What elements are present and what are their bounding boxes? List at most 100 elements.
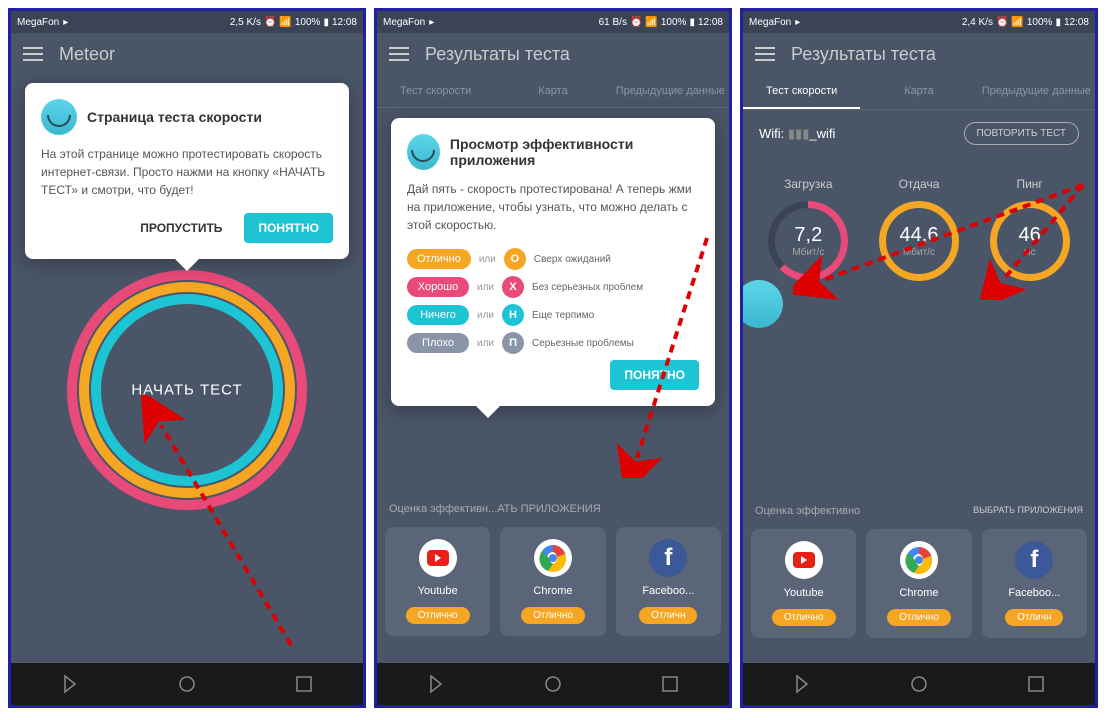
metric-gauge: 44,6 Мбит/с	[879, 201, 959, 281]
tabs: Тест скорости Карта Предыдущие данные	[377, 75, 729, 108]
skip-button[interactable]: ПРОПУСТИТЬ	[126, 213, 236, 243]
rating-pill: Ничего	[407, 305, 469, 325]
or-text: или	[477, 338, 494, 349]
app-header: Результаты теста	[743, 33, 1095, 75]
or-text: или	[479, 254, 496, 265]
nav-back-icon[interactable]	[60, 674, 80, 694]
ok-button[interactable]: ПОНЯТНО	[244, 213, 333, 243]
tabs: Тест скорости Карта Предыдущие данные	[743, 75, 1095, 110]
app-rating-badge: Отлично	[772, 609, 836, 626]
status-bar: MegaFon ▸ 2,4 K/s ⏰ 📶 100% ▮ 12:08	[743, 11, 1095, 33]
app-card[interactable]: Chrome Отлично	[500, 527, 605, 636]
or-text: или	[477, 282, 494, 293]
metric-gauge: 7,2 Мбит/с	[768, 201, 848, 281]
battery-icon: ▮	[689, 17, 695, 28]
metric-Пинг: Пинг 46 мс	[990, 177, 1070, 281]
ok-button[interactable]: ПОНЯТНО	[610, 360, 699, 390]
alarm-icon: ⏰	[996, 17, 1008, 28]
signal-icon: 📶	[645, 17, 657, 28]
app-name: Chrome	[872, 587, 965, 599]
app-name: Faceboo...	[622, 585, 715, 597]
rating-letter: Х	[502, 276, 524, 298]
rating-pill: Отлично	[407, 249, 471, 269]
apps-section: Оценка эффективн...АТЬ ПРИЛОЖЕНИЯ Youtub…	[377, 493, 729, 652]
app-rating-badge: Отлично	[887, 609, 951, 626]
nav-back-icon[interactable]	[792, 674, 812, 694]
battery-label: 100%	[1027, 17, 1053, 28]
ratings-legend: Отлично или О Сверх ожиданий Хорошо или Х…	[407, 248, 699, 354]
rating-description: Еще терпимо	[532, 310, 594, 321]
carrier-icon: ▸	[429, 17, 434, 28]
nav-home-icon[interactable]	[909, 674, 929, 694]
battery-label: 100%	[661, 17, 687, 28]
battery-label: 100%	[295, 17, 321, 28]
tab-map[interactable]: Карта	[494, 75, 611, 107]
menu-icon[interactable]	[389, 47, 409, 61]
clock: 12:08	[332, 17, 357, 28]
nav-recent-icon[interactable]	[294, 674, 314, 694]
metric-unit: Мбит/с	[903, 247, 935, 258]
nav-bar	[11, 663, 363, 705]
popup-text: На этой странице можно протестировать ск…	[41, 145, 333, 199]
tab-speed[interactable]: Тест скорости	[377, 75, 494, 107]
rating-letter: П	[502, 332, 524, 354]
tab-speed[interactable]: Тест скорости	[743, 75, 860, 109]
nav-recent-icon[interactable]	[660, 674, 680, 694]
app-card[interactable]: Chrome Отлично	[866, 529, 971, 638]
speed-test-ring[interactable]: НАЧАТЬ ТЕСТ	[67, 270, 307, 510]
app-rating-badge: Отлично	[521, 607, 585, 624]
net-speed: 2,5 K/s	[230, 17, 261, 28]
metric-label: Отдача	[879, 177, 959, 191]
tab-map[interactable]: Карта	[860, 75, 977, 109]
rating-description: Без серьезных проблем	[532, 282, 643, 293]
clock: 12:08	[1064, 17, 1089, 28]
nav-back-icon[interactable]	[426, 674, 446, 694]
app-card[interactable]: fFaceboo...Отличн	[982, 529, 1087, 638]
tab-history[interactable]: Предыдущие данные	[978, 75, 1095, 109]
phone-screen-3: MegaFon ▸ 2,4 K/s ⏰ 📶 100% ▮ 12:08 Резул…	[740, 8, 1098, 708]
tab-history[interactable]: Предыдущие данные	[612, 75, 729, 107]
or-text: или	[477, 310, 494, 321]
carrier-label: MegaFon	[17, 17, 59, 28]
metric-value: 7,2	[794, 224, 822, 247]
metric-gauge: 46 мс	[990, 201, 1070, 281]
rating-row: Отлично или О Сверх ожиданий	[407, 248, 699, 270]
carrier-label: MegaFon	[383, 17, 425, 28]
nav-recent-icon[interactable]	[1026, 674, 1046, 694]
metric-value: 46	[1019, 224, 1041, 247]
signal-icon: 📶	[279, 17, 291, 28]
carrier-label: MegaFon	[749, 17, 791, 28]
battery-icon: ▮	[1055, 17, 1061, 28]
menu-icon[interactable]	[755, 47, 775, 61]
carrier-icon: ▸	[795, 17, 800, 28]
rating-pill: Хорошо	[407, 277, 469, 297]
mascot-icon	[41, 99, 77, 135]
mascot-icon	[740, 280, 783, 328]
rating-row: Ничего или Н Еще терпимо	[407, 304, 699, 326]
apps-header-left: Оценка эффективно	[755, 505, 860, 517]
app-card[interactable]: YoutubeОтлично	[385, 527, 490, 636]
rating-description: Серьезные проблемы	[532, 338, 634, 349]
rating-letter: Н	[502, 304, 524, 326]
popup-title: Просмотр эффективности приложения	[450, 136, 699, 168]
metrics-row: Загрузка 7,2 Мбит/с Отдача 44,6 Мбит/с П…	[743, 157, 1095, 301]
rating-row: Плохо или П Серьезные проблемы	[407, 332, 699, 354]
app-card[interactable]: fFaceboo...Отличн	[616, 527, 721, 636]
apps-section: Оценка эффективно ВЫБРАТЬ ПРИЛОЖЕНИЯ You…	[743, 495, 1095, 654]
nav-home-icon[interactable]	[177, 674, 197, 694]
nav-home-icon[interactable]	[543, 674, 563, 694]
metric-unit: мс	[1024, 247, 1036, 258]
start-test-button[interactable]: НАЧАТЬ ТЕСТ	[131, 382, 242, 399]
rating-row: Хорошо или Х Без серьезных проблем	[407, 276, 699, 298]
app-card[interactable]: Youtube Отлично	[751, 529, 856, 638]
nav-bar	[377, 663, 729, 705]
phone-screen-1: MegaFon ▸ 2,5 K/s ⏰ 📶 100% ▮ 12:08 Meteo…	[8, 8, 366, 708]
select-apps-button[interactable]: ВЫБРАТЬ ПРИЛОЖЕНИЯ	[973, 505, 1083, 517]
app-name: Youtube	[757, 587, 850, 599]
rating-letter: О	[504, 248, 526, 270]
status-bar: MegaFon ▸ 2,5 K/s ⏰ 📶 100% ▮ 12:08	[11, 11, 363, 33]
metric-value: 44,6	[900, 224, 939, 247]
menu-icon[interactable]	[23, 47, 43, 61]
retry-test-button[interactable]: ПОВТОРИТЬ ТЕСТ	[964, 122, 1080, 145]
app-name: Chrome	[506, 585, 599, 597]
